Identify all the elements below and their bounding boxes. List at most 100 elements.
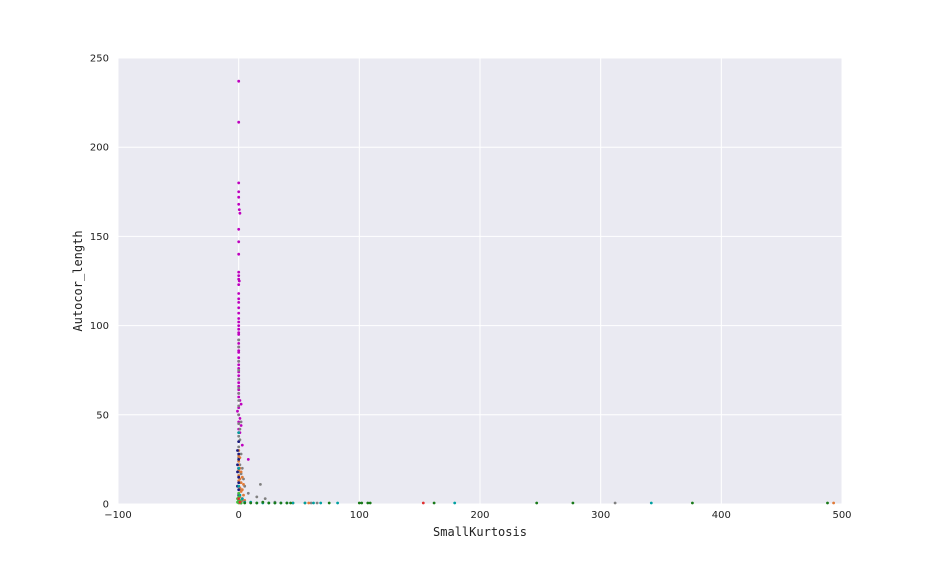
scatter-point bbox=[237, 452, 241, 456]
scatter-point bbox=[237, 274, 241, 277]
scatter-point bbox=[267, 501, 271, 505]
scatter-point bbox=[239, 481, 243, 484]
scatter-point bbox=[237, 202, 241, 206]
scatter-point bbox=[237, 283, 241, 286]
scatter-point bbox=[237, 368, 241, 372]
scatter-point bbox=[240, 497, 244, 500]
scatter-point bbox=[315, 501, 319, 505]
scatter-point bbox=[259, 483, 262, 486]
x-axis-label: SmallKurtosis bbox=[433, 525, 527, 539]
scatter-point bbox=[237, 404, 241, 408]
scatter-point bbox=[649, 501, 653, 505]
scatter-point bbox=[237, 195, 241, 199]
x-tick-label: 300 bbox=[591, 510, 610, 521]
scatter-point bbox=[237, 399, 241, 402]
scatter-point bbox=[236, 470, 239, 474]
scatter-point bbox=[291, 501, 295, 505]
x-tick-label: −100 bbox=[104, 510, 131, 521]
scatter-point bbox=[237, 345, 241, 349]
scatter-point bbox=[237, 431, 241, 434]
x-tick-label: 100 bbox=[350, 510, 369, 521]
scatter-point bbox=[237, 240, 241, 244]
scatter-series bbox=[236, 79, 250, 470]
scatter-point bbox=[312, 501, 315, 505]
scatter-point bbox=[261, 500, 265, 504]
scatter-point bbox=[246, 491, 250, 495]
scatter-point bbox=[237, 466, 241, 470]
scatter-point bbox=[237, 270, 241, 274]
x-tick-label: 500 bbox=[832, 510, 851, 521]
scatter-point bbox=[303, 501, 307, 505]
x-tick-label: 0 bbox=[235, 510, 241, 521]
data-points bbox=[236, 79, 835, 505]
scatter-point bbox=[263, 497, 267, 500]
scatter-point bbox=[237, 491, 241, 495]
scatter-point bbox=[309, 501, 313, 505]
scatter-point bbox=[237, 208, 241, 212]
y-tick-label: 250 bbox=[90, 54, 109, 65]
scatter-point bbox=[237, 297, 241, 301]
y-tick-label: 50 bbox=[96, 410, 109, 421]
scatter-point bbox=[237, 279, 241, 283]
y-tick-label: 200 bbox=[90, 143, 109, 154]
scatter-point bbox=[237, 392, 241, 395]
scatter-point bbox=[242, 483, 245, 486]
scatter-point bbox=[432, 501, 436, 505]
scatter-point bbox=[368, 501, 372, 505]
scatter-point bbox=[237, 374, 241, 377]
scatter-point bbox=[242, 493, 245, 497]
scatter-point bbox=[237, 79, 241, 83]
scatter-point bbox=[319, 501, 323, 505]
scatter-point bbox=[238, 500, 242, 504]
scatter-point bbox=[826, 501, 829, 505]
scatter-point bbox=[237, 381, 241, 385]
scatter-point bbox=[237, 395, 241, 399]
scatter-point bbox=[336, 501, 339, 505]
scatter-point bbox=[237, 227, 241, 231]
y-tick-label: 100 bbox=[90, 321, 109, 332]
x-tick-label: 400 bbox=[712, 510, 731, 521]
scatter-point bbox=[279, 501, 283, 505]
scatter-point bbox=[832, 501, 835, 505]
scatter-point bbox=[237, 445, 241, 449]
scatter-point bbox=[238, 427, 242, 431]
scatter-point bbox=[237, 311, 241, 315]
scatter-point bbox=[236, 463, 239, 467]
scatter-point bbox=[237, 317, 241, 320]
scatter-point bbox=[237, 292, 241, 295]
scatter-point bbox=[357, 501, 361, 505]
y-axis-label: Autocor_length bbox=[71, 230, 85, 331]
scatter-point bbox=[237, 324, 241, 327]
x-tick-label: 200 bbox=[470, 510, 489, 521]
scatter-point bbox=[237, 252, 241, 256]
scatter-point bbox=[360, 501, 364, 505]
scatter-point bbox=[237, 306, 241, 310]
scatter-point bbox=[237, 327, 241, 331]
scatter-point bbox=[239, 424, 243, 427]
scatter-point bbox=[571, 501, 575, 505]
scatter-point bbox=[237, 356, 241, 360]
scatter-point bbox=[421, 501, 425, 505]
scatter-point bbox=[240, 475, 244, 479]
scatter-point bbox=[237, 497, 241, 500]
scatter-point bbox=[237, 488, 241, 492]
scatter-point bbox=[237, 120, 241, 124]
scatter-point bbox=[237, 333, 241, 336]
scatter-point bbox=[237, 440, 241, 443]
scatter-point bbox=[307, 501, 311, 505]
scatter-point bbox=[239, 420, 243, 424]
scatter-point bbox=[237, 181, 241, 185]
scatter-point bbox=[237, 458, 241, 461]
scatter-point bbox=[236, 449, 239, 452]
scatter-point bbox=[239, 402, 243, 406]
scatter-point bbox=[613, 501, 617, 505]
scatter-point bbox=[236, 409, 239, 413]
scatter-point bbox=[238, 417, 242, 420]
scatter-point bbox=[366, 501, 370, 505]
scatter-point bbox=[237, 422, 241, 426]
scatter-point bbox=[255, 501, 259, 505]
scatter-point bbox=[237, 301, 241, 304]
scatter-point bbox=[273, 501, 277, 505]
scatter-point bbox=[237, 351, 241, 354]
